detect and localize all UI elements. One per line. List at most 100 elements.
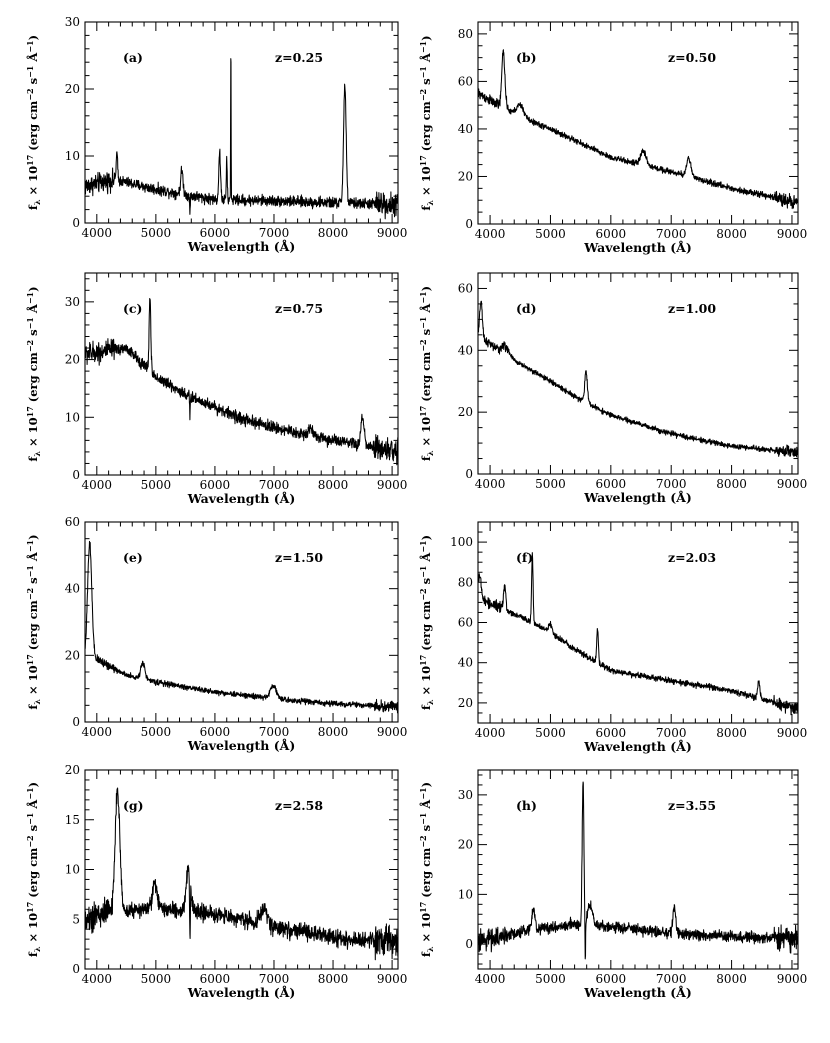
x-tick-label: 4000 (475, 972, 506, 986)
plot-frame (84, 272, 399, 476)
x-tick-label: 9000 (777, 972, 808, 986)
y-tick-label: 20 (458, 169, 473, 183)
y-label-part: −1 (25, 565, 35, 577)
y-tick-label: 30 (458, 788, 473, 802)
panel-label: (c) (123, 301, 142, 316)
y-label-part: λ (32, 199, 42, 205)
x-tick-label: 4000 (82, 478, 113, 492)
y-label-part: f (419, 951, 433, 957)
y-label-part: × 10 (26, 913, 40, 947)
y-axis-label: fλ × 1017 (erg cm−2 s−1 Å−1) (418, 535, 435, 710)
panel-label: (d) (516, 301, 537, 316)
y-tick-label: 10 (458, 887, 473, 901)
y-label-part: s (419, 578, 433, 588)
y-tick-label: 20 (65, 648, 80, 662)
x-tick-label: 7000 (656, 227, 687, 241)
redshift-label: z=0.25 (275, 50, 323, 65)
y-label-part: f (419, 205, 433, 211)
y-label-part: −2 (25, 340, 35, 352)
redshift-label: z=1.50 (275, 550, 323, 565)
y-label-part: λ (32, 946, 42, 952)
x-tick-label: 6000 (200, 226, 231, 240)
plot-frame (477, 21, 799, 225)
spectrum-line-f (477, 552, 799, 716)
y-label-part: × 10 (419, 166, 433, 200)
x-tick-label: 4000 (475, 477, 506, 491)
y-axis-label: fλ × 1017 (erg cm−2 s−1 Å−1) (25, 782, 42, 957)
y-label-part: ) (26, 782, 40, 787)
y-label-part: × 10 (419, 666, 433, 700)
x-tick-label: 7000 (656, 972, 687, 986)
y-tick-label: 60 (458, 616, 473, 630)
panel-label: (g) (123, 798, 144, 813)
y-axis-label: fλ × 1017 (erg cm−2 s−1 Å−1) (25, 286, 42, 461)
y-label-part: × 10 (419, 417, 433, 451)
y-label-part: Å (419, 799, 433, 813)
y-label-part: λ (425, 699, 435, 705)
y-label-part: ) (419, 535, 433, 540)
y-tick-label: 60 (458, 74, 473, 88)
x-tick-label: 8000 (716, 972, 747, 986)
y-label-part: (erg cm (26, 600, 40, 654)
spectrum-line-a (84, 58, 399, 220)
y-label-part: λ (32, 699, 42, 705)
panel-d: 4000 5000 6000 7000 8000 9000 0 20 40 60 Wavelengt… (418, 272, 807, 505)
y-label-part: −1 (25, 540, 35, 552)
x-tick-label: 4000 (82, 226, 113, 240)
x-tick-label: 4000 (82, 725, 113, 739)
y-label-part: (erg cm (419, 352, 433, 406)
y-tick-label: 10 (65, 863, 80, 877)
x-axis-label: Wavelength (Å) (187, 491, 296, 506)
y-label-part: × 10 (419, 913, 433, 947)
x-tick-label: 5000 (535, 972, 566, 986)
y-label-part: (erg cm (419, 848, 433, 902)
y-label-part: f (26, 204, 40, 210)
x-tick-label: 6000 (596, 972, 627, 986)
y-tick-label: 0 (72, 468, 80, 482)
spectrum-line-b (477, 49, 799, 210)
y-label-part: λ (425, 200, 435, 206)
y-label-part: (erg cm (26, 352, 40, 406)
y-label-part: 17 (25, 155, 35, 166)
spectrum-line-c (84, 297, 399, 466)
panel-label: (e) (123, 550, 143, 565)
x-tick-label: 8000 (318, 478, 349, 492)
redshift-label: z=0.75 (275, 301, 323, 316)
y-label-part: −2 (25, 835, 35, 847)
y-tick-label: 0 (465, 217, 473, 231)
x-tick-label: 7000 (259, 972, 290, 986)
y-label-part: (erg cm (419, 101, 433, 155)
y-label-part: ) (419, 286, 433, 291)
y-label-part: −2 (25, 88, 35, 100)
y-label-part: ) (419, 782, 433, 787)
panel-e: 4000 5000 6000 7000 8000 9000 0 20 40 60 Wavelengt… (25, 515, 407, 753)
x-tick-label: 6000 (596, 227, 627, 241)
y-label-part: −1 (25, 40, 35, 52)
panel-c: 4000 5000 6000 7000 8000 9000 0 10 20 30 Wavelengt… (25, 272, 407, 506)
x-tick-label: 8000 (318, 725, 349, 739)
y-tick-label: 20 (65, 82, 80, 96)
y-label-part: −1 (418, 41, 428, 53)
y-tick-label: 60 (65, 515, 80, 529)
x-tick-label: 7000 (656, 477, 687, 491)
x-tick-label: 6000 (596, 477, 627, 491)
x-tick-label: 6000 (200, 478, 231, 492)
y-axis-label: fλ × 1017 (erg cm−2 s−1 Å−1) (418, 286, 435, 461)
x-tick-label: 5000 (535, 726, 566, 740)
y-label-part: −1 (25, 66, 35, 78)
x-tick-label: 4000 (475, 726, 506, 740)
x-tick-label: 6000 (200, 972, 231, 986)
y-label-part: −1 (25, 813, 35, 825)
x-tick-label: 8000 (318, 972, 349, 986)
y-label-part: 17 (25, 406, 35, 417)
x-tick-label: 9000 (777, 227, 808, 241)
y-label-part: s (419, 78, 433, 88)
y-axis-label: fλ × 1017 (erg cm−2 s−1 Å−1) (25, 534, 42, 709)
y-label-part: −2 (418, 588, 428, 600)
x-tick-label: 5000 (141, 478, 172, 492)
x-tick-label: 6000 (596, 726, 627, 740)
x-tick-label: 8000 (318, 226, 349, 240)
y-axis-label: fλ × 1017 (erg cm−2 s−1 Å−1) (25, 35, 42, 210)
y-label-part: ) (26, 35, 40, 40)
